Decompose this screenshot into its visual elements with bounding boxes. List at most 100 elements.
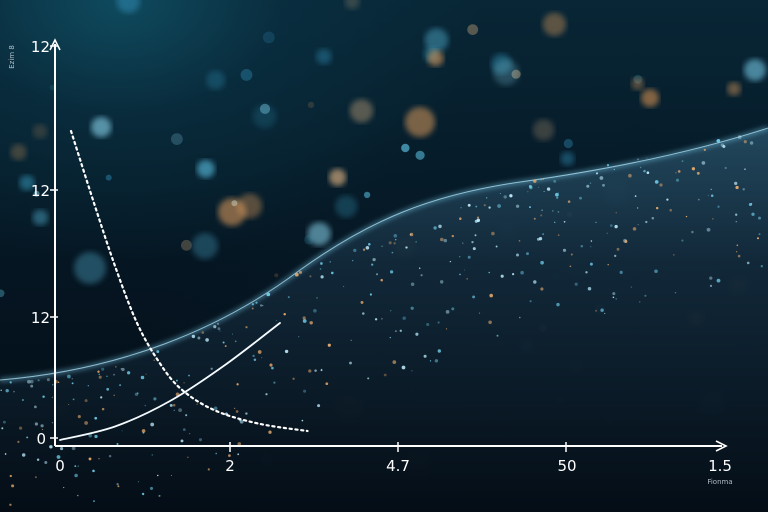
sparkle-dot — [87, 385, 89, 387]
sparkle-dot — [183, 382, 185, 384]
sparkle-dot — [709, 284, 713, 288]
sparkle-dot — [434, 359, 439, 363]
sparkle-dot — [309, 275, 312, 278]
bokeh-orb — [405, 107, 435, 137]
sparkle-dot — [144, 404, 147, 407]
sparkle-dot — [654, 269, 658, 273]
sparkle-dot — [170, 474, 172, 476]
sparkle-dot — [474, 234, 477, 237]
sparkle-dot — [443, 238, 448, 243]
y-tick-label: 12 — [31, 38, 50, 56]
sparkle-dot — [391, 251, 394, 254]
sparkle-dot — [758, 216, 761, 220]
x-tick-label: 2 — [225, 457, 235, 475]
sparkle-dot — [717, 205, 720, 208]
sparkle-dot — [496, 334, 499, 337]
sparkle-dot — [145, 373, 147, 375]
bokeh-dot — [32, 123, 48, 139]
sparkle-dot — [261, 304, 264, 307]
sparkle-dot — [411, 370, 413, 372]
sparkle-dot — [63, 486, 65, 489]
sparkle-dot — [569, 265, 572, 268]
sparkle-dot — [749, 141, 754, 145]
sparkle-dot — [11, 484, 15, 488]
bokeh-dot — [116, 0, 140, 13]
sparkle-dot — [556, 196, 559, 199]
sparkle-dot — [255, 301, 258, 304]
sparkle-dot — [634, 195, 637, 197]
sparkle-dot — [97, 370, 100, 373]
sparkle-dot — [415, 241, 417, 243]
sparkle-dot — [685, 215, 688, 218]
sparkle-dot — [511, 272, 515, 276]
sparkle-dot — [9, 474, 12, 478]
sparkle-dot — [619, 270, 623, 275]
sparkle-dot — [606, 232, 608, 234]
sparkle-dot — [136, 392, 139, 395]
sparkle-dot — [600, 308, 604, 312]
sparkle-dot — [638, 301, 641, 303]
sparkle-dot — [74, 473, 78, 478]
sparkle-dot — [666, 198, 669, 201]
sparkle-dot — [121, 367, 125, 372]
sparkle-dot — [316, 297, 318, 299]
sparkle-dot — [440, 237, 444, 242]
sparkle-dot — [483, 204, 486, 207]
sparkle-dot — [153, 397, 157, 401]
sparkle-dot — [169, 403, 173, 407]
sparkle-dot — [67, 403, 70, 406]
sparkle-dot — [595, 172, 599, 175]
sparkle-dot — [394, 330, 397, 333]
sparkle-dot — [283, 312, 286, 316]
sparkle-dot — [527, 191, 529, 193]
sparkle-dot — [34, 422, 39, 426]
sparkle-dot — [259, 304, 263, 307]
sparkle-dot — [149, 486, 154, 490]
bokeh-dot — [542, 12, 567, 37]
sparkle-dot — [696, 171, 700, 175]
sparkle-dot — [451, 307, 455, 311]
bokeh-dot — [196, 159, 215, 178]
sparkle-dot — [37, 379, 40, 382]
sparkle-dot — [636, 207, 639, 209]
sparkle-dot — [362, 248, 366, 251]
sparkle-dot — [287, 296, 290, 299]
sparkle-dot — [251, 303, 255, 306]
sparkle-dot — [540, 214, 543, 217]
sparkle-dot — [72, 398, 75, 401]
sparkle-dot — [257, 350, 262, 354]
sparkle-dot — [266, 292, 271, 297]
sparkle-dot — [88, 433, 93, 438]
sparkle-dot — [74, 465, 77, 467]
sparkle-dot — [540, 178, 542, 181]
sparkle-dot — [589, 182, 592, 184]
sparkle-dot — [557, 192, 559, 194]
sparkle-dot — [509, 194, 513, 198]
sparkle-dot — [590, 240, 593, 242]
sparkle-dot — [319, 268, 322, 270]
sparkle-dot — [557, 211, 560, 213]
sparkle-dot — [712, 218, 714, 220]
sparkle-dot — [706, 227, 711, 232]
sparkle-dot — [497, 204, 501, 208]
sparkle-dot — [390, 310, 392, 312]
sparkle-dot — [677, 170, 681, 173]
sparkle-dot — [520, 270, 524, 275]
sparkle-dot — [301, 419, 304, 422]
sparkle-dot — [615, 212, 617, 214]
sparkle-dot — [529, 206, 531, 209]
sparkle-dot — [459, 256, 461, 258]
sparkle-dot — [210, 367, 213, 371]
x-tick-label: 50 — [557, 457, 576, 475]
bokeh-orb — [641, 89, 659, 107]
sparkle-dot — [459, 217, 462, 220]
sparkle-dot — [401, 365, 406, 370]
sparkle-dot — [538, 186, 540, 188]
sparkle-dot — [654, 180, 659, 184]
sparkle-dot — [394, 238, 397, 241]
sparkle-dot — [342, 285, 345, 288]
sparkle-dot — [40, 424, 44, 428]
sparkle-dot — [180, 439, 184, 443]
sparkle-dot — [542, 233, 544, 235]
sparkle-dot — [540, 287, 544, 291]
